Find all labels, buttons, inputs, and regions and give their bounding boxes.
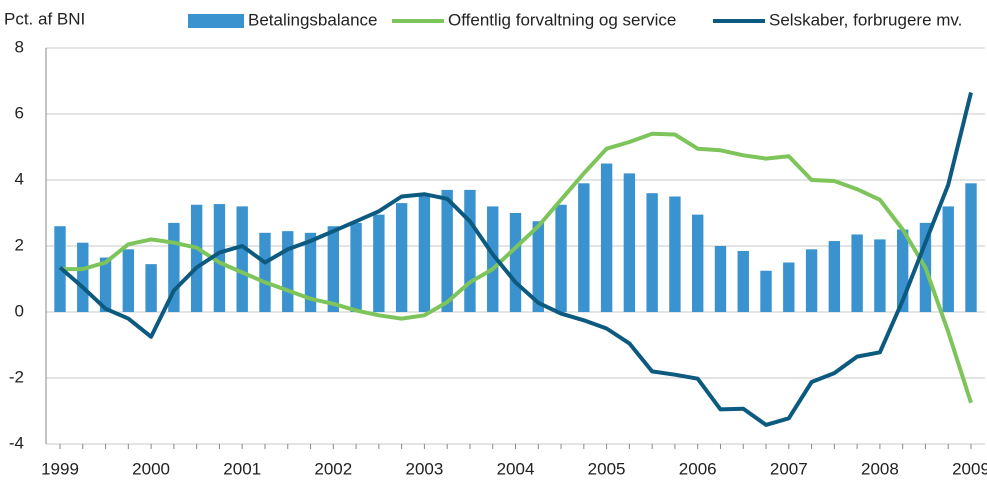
- bar: [600, 163, 613, 312]
- bar: [532, 221, 544, 312]
- x-tick-label: 2002: [314, 459, 352, 478]
- bar: [669, 196, 681, 312]
- x-tick-label: 1999: [41, 459, 79, 478]
- bar: [190, 204, 203, 312]
- bar: [213, 204, 226, 312]
- y-axis-label: Pct. af BNI: [4, 9, 85, 28]
- bar: [646, 193, 658, 312]
- bar: [737, 250, 749, 312]
- bar: [692, 214, 704, 312]
- bar: [555, 204, 567, 312]
- bar: [487, 206, 499, 312]
- bar: [168, 222, 180, 312]
- legend-label: Betalingsbalance: [248, 10, 377, 29]
- bar: [395, 203, 408, 312]
- x-tick-label: 2004: [497, 459, 535, 478]
- bar: [783, 262, 795, 312]
- bar: [304, 232, 317, 312]
- line: [58, 92, 973, 427]
- bar: [578, 183, 590, 312]
- legend-label: Selskaber, forbrugere mv.: [769, 10, 962, 29]
- bar: [828, 241, 841, 312]
- y-tick-label: -2: [9, 367, 24, 386]
- bar: [896, 229, 909, 312]
- bar: [373, 214, 385, 312]
- x-tick-label: 2007: [770, 459, 808, 478]
- y-tick-label: 0: [15, 301, 24, 320]
- bar: [805, 249, 818, 312]
- bar: [282, 231, 294, 312]
- x-tick-label: 2006: [679, 459, 717, 478]
- bar: [942, 206, 954, 312]
- bar: [327, 226, 339, 312]
- bar: [122, 249, 135, 312]
- bar: [874, 239, 886, 312]
- x-tick-label: 2003: [405, 459, 443, 478]
- x-tick-label: 2001: [223, 459, 261, 478]
- x-tick-label: 2005: [588, 459, 626, 478]
- y-tick-label: 4: [15, 169, 24, 188]
- bar: [145, 264, 157, 312]
- bar: [965, 183, 977, 312]
- bar: [509, 213, 522, 312]
- x-tick-label: 2008: [861, 459, 899, 478]
- bar: [760, 270, 772, 312]
- bar: [418, 194, 431, 312]
- bar: [714, 246, 727, 312]
- bar: [77, 242, 89, 312]
- x-tick-label: 2000: [132, 459, 170, 478]
- legend-swatch: [188, 14, 244, 28]
- bar: [441, 189, 453, 312]
- y-tick-label: 2: [15, 235, 24, 254]
- bar: [350, 222, 362, 312]
- bar: [99, 257, 112, 312]
- legend-label: Offentlig forvaltning og service: [448, 10, 676, 29]
- bar: [623, 173, 636, 312]
- bar: [259, 232, 271, 312]
- y-tick-label: 8: [15, 37, 24, 56]
- x-tick-label: 2009: [952, 459, 987, 478]
- y-tick-label: 6: [15, 103, 24, 122]
- bar: [851, 234, 863, 312]
- y-tick-label: -4: [9, 433, 24, 452]
- bar: [464, 189, 476, 312]
- bar: [236, 206, 248, 312]
